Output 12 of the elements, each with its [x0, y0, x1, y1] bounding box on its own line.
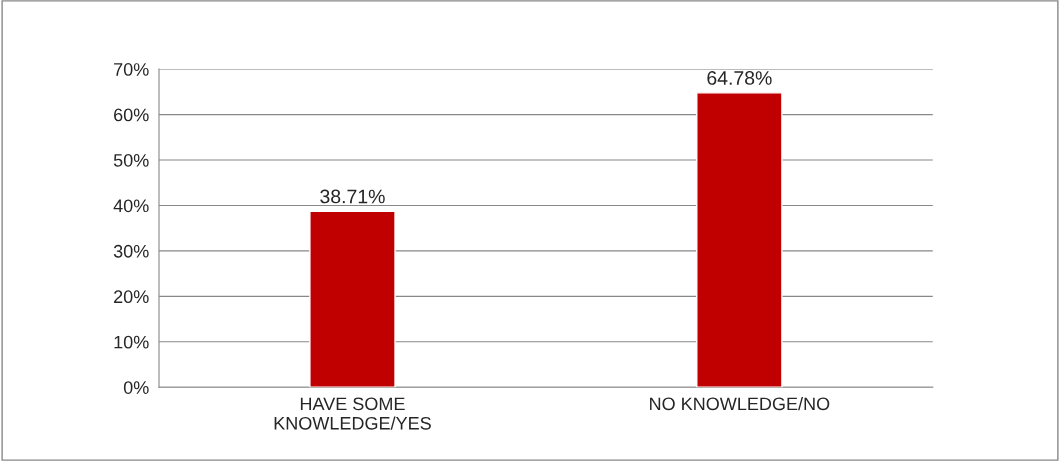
y-tick-label: 40% — [113, 199, 149, 213]
data-label: 64.78% — [707, 71, 772, 85]
y-tick-label: 70% — [114, 63, 149, 76]
y-tick-label: 10% — [114, 335, 149, 349]
y-tick-label: 30% — [113, 244, 149, 258]
y-tick-label: 50% — [113, 153, 149, 167]
data-label: 38.71% — [320, 189, 385, 204]
y-tick-label: 60% — [114, 108, 149, 122]
y-tick-label: 20% — [114, 290, 149, 304]
x-tick-label: HAVE SOME KNOWLEDGE/YES — [274, 397, 431, 430]
x-tick-label: NO KNOWLEDGE/NO — [650, 396, 830, 411]
y-tick-label: 0% — [123, 381, 149, 394]
